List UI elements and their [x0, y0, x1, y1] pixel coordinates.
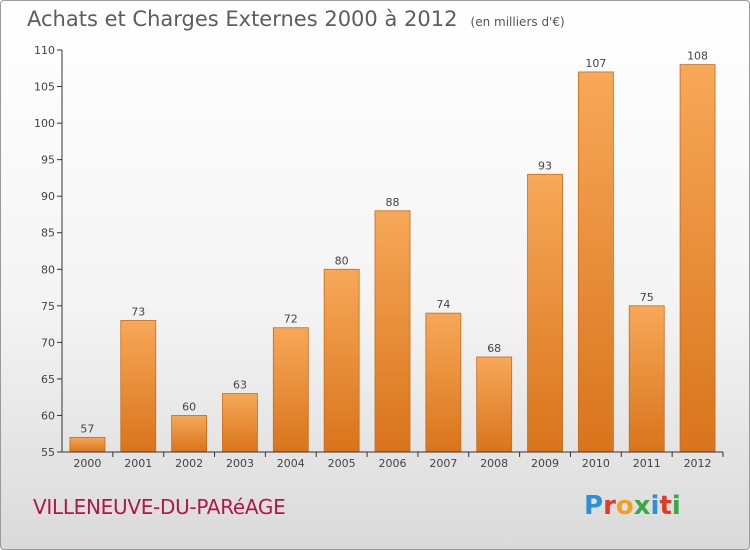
y-tick-label: 105	[34, 81, 55, 94]
logo-letter: x	[633, 491, 651, 521]
y-tick-label: 90	[41, 190, 55, 203]
bar	[69, 436, 106, 453]
x-axis: 2000 2001 2002 2003 2004 2005 2006 2007 2008 2009…	[62, 451, 724, 470]
bar-value-label: 93	[538, 159, 552, 172]
bar	[628, 305, 665, 453]
x-tick-label: 2006	[379, 457, 407, 470]
y-tick-label: 80	[41, 263, 55, 276]
logo-letter: i	[671, 491, 681, 521]
x-tick-label: 2009	[531, 457, 559, 470]
y-tick-label: 95	[41, 154, 55, 167]
bar	[476, 356, 513, 453]
x-tick-label: 2007	[429, 457, 457, 470]
bar-value-label: 68	[487, 342, 501, 355]
bar	[272, 327, 309, 453]
bar	[577, 71, 614, 453]
bar	[222, 393, 258, 453]
x-tick-label: 2011	[633, 457, 661, 470]
bar-value-label: 107	[585, 57, 606, 70]
x-tick-label: 2003	[226, 457, 254, 470]
y-tick-label: 65	[41, 373, 55, 386]
bar-value-label: 60	[182, 400, 196, 413]
bar	[120, 320, 157, 453]
y-tick-label: 100	[34, 117, 55, 130]
y-tick-label: 60	[41, 409, 55, 422]
chart-subtitle: (en milliers d'€)	[470, 15, 565, 29]
x-tick-label: 2010	[582, 457, 610, 470]
bar-series: 57 73 60 63 72 80 88 74 68 93 107 75 108	[69, 50, 716, 453]
logo-letter: t	[659, 491, 672, 521]
bar-value-label: 75	[640, 291, 654, 304]
x-tick-label: 2000	[73, 457, 101, 470]
y-tick-label: 75	[41, 300, 55, 313]
bar	[374, 210, 411, 453]
logo-letter: r	[603, 491, 616, 521]
proxiti-logo: Proxiti	[584, 491, 681, 521]
bar	[425, 312, 462, 453]
bar	[323, 268, 360, 453]
commune-name: VILLENEUVE-DU-PARéAGE	[33, 495, 286, 519]
x-tick-label: 2012	[684, 457, 712, 470]
bar-value-label: 108	[687, 50, 708, 63]
logo-letter: o	[615, 491, 634, 521]
chart-title-group: Achats et Charges Externes 2000 à 2012 (…	[27, 7, 565, 31]
logo-letter: P	[584, 491, 604, 521]
bar-value-label: 72	[284, 313, 298, 326]
x-tick-label: 2001	[124, 457, 152, 470]
x-tick-label: 2008	[480, 457, 508, 470]
chart-title: Achats et Charges Externes 2000 à 2012	[27, 7, 458, 31]
bar-value-label: 57	[80, 422, 94, 435]
y-tick-label: 110	[34, 44, 55, 57]
logo-letter: i	[650, 491, 660, 521]
bar	[679, 64, 716, 453]
y-tick-label: 70	[41, 336, 55, 349]
x-tick-label: 2002	[175, 457, 203, 470]
y-tick-label: 55	[41, 446, 55, 459]
bar-value-label: 80	[335, 254, 349, 267]
bar	[171, 415, 208, 453]
x-tick-label: 2004	[277, 457, 305, 470]
bar-value-label: 63	[233, 379, 247, 392]
bar-value-label: 73	[131, 305, 145, 318]
x-tick-label: 2005	[328, 457, 356, 470]
y-axis: 55 60 65 70 75 80 85 90 95 100 105 110	[34, 44, 63, 459]
bar-value-label: 74	[436, 298, 450, 311]
y-tick-label: 85	[41, 227, 55, 240]
bar	[527, 173, 563, 453]
bar-value-label: 88	[386, 196, 400, 209]
